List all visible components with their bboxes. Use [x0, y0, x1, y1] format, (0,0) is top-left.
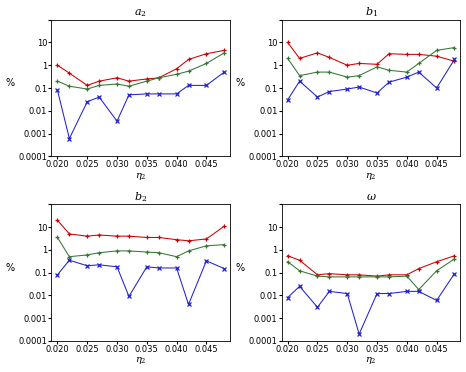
X-axis label: $\eta_2$: $\eta_2$	[135, 171, 147, 182]
X-axis label: $\eta_2$: $\eta_2$	[365, 171, 377, 182]
X-axis label: $\eta_2$: $\eta_2$	[135, 355, 147, 366]
Y-axis label: %: %	[6, 263, 15, 273]
Title: $\omega$: $\omega$	[366, 192, 377, 202]
Title: $b_2$: $b_2$	[134, 190, 147, 204]
Title: $a_2$: $a_2$	[135, 7, 147, 19]
X-axis label: $\eta_2$: $\eta_2$	[365, 355, 377, 366]
Y-axis label: %: %	[6, 78, 15, 88]
Y-axis label: %: %	[236, 78, 245, 88]
Title: $b_1$: $b_1$	[364, 6, 377, 19]
Y-axis label: %: %	[236, 263, 245, 273]
